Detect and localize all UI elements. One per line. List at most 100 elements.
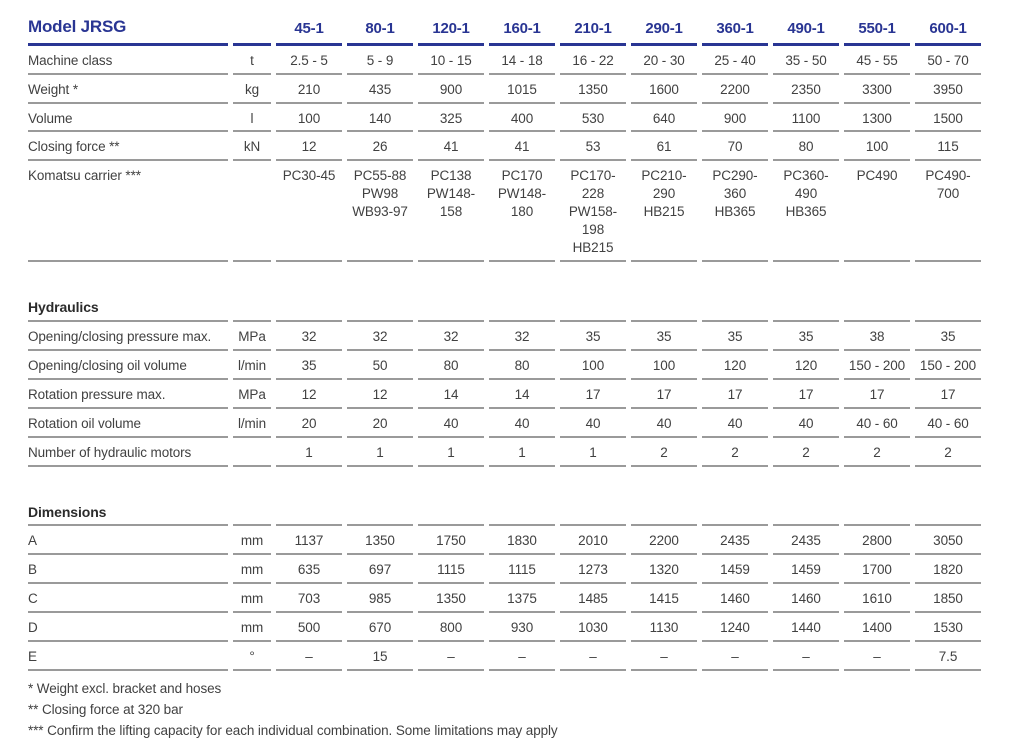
row-value: 697 bbox=[347, 555, 413, 585]
row-value: 1460 bbox=[773, 584, 839, 614]
row-value: 50 - 70 bbox=[915, 46, 981, 75]
row-value: 1700 bbox=[844, 555, 910, 585]
section-heading-cell bbox=[915, 497, 981, 527]
section-heading-cell bbox=[347, 292, 413, 322]
row-value: 14 - 18 bbox=[489, 46, 555, 75]
row-value: 40 bbox=[489, 409, 555, 438]
row-unit: MPa bbox=[233, 322, 271, 351]
row-value: 50 bbox=[347, 351, 413, 380]
row-label: Rotation oil volume bbox=[28, 409, 228, 438]
row-unit: mm bbox=[233, 613, 271, 642]
row-value: 35 bbox=[276, 351, 342, 380]
section-heading-cell bbox=[844, 497, 910, 527]
row-value: 2.5 - 5 bbox=[276, 46, 342, 75]
row-value: 1350 bbox=[560, 75, 626, 104]
row-value: 1459 bbox=[702, 555, 768, 585]
row-value: 100 bbox=[844, 132, 910, 162]
section-heading: Hydraulics bbox=[28, 292, 228, 322]
row-value: 100 bbox=[560, 351, 626, 380]
row-value: 2 bbox=[844, 438, 910, 467]
row-value: – bbox=[844, 642, 910, 671]
row-value: 40 bbox=[631, 409, 697, 438]
row-unit: kN bbox=[233, 132, 271, 162]
row-value: 80 bbox=[418, 351, 484, 380]
row-value: 1 bbox=[489, 438, 555, 467]
row-value: 1850 bbox=[915, 584, 981, 614]
row-label: B bbox=[28, 555, 228, 585]
row-value: 1350 bbox=[418, 584, 484, 614]
row-value: 435 bbox=[347, 75, 413, 104]
section-heading-cell bbox=[418, 292, 484, 322]
section-heading-cell bbox=[276, 292, 342, 322]
row-value: 7.5 bbox=[915, 642, 981, 671]
section-heading-cell bbox=[844, 292, 910, 322]
row-value: 1115 bbox=[489, 555, 555, 585]
row-value: 40 bbox=[418, 409, 484, 438]
row-value: 640 bbox=[631, 104, 697, 133]
row-value: 1350 bbox=[347, 526, 413, 556]
row-value: – bbox=[773, 642, 839, 671]
section-heading: Dimensions bbox=[28, 497, 228, 527]
spec-table: Model JRSG 45-1 80-1 120-1 160-1 210-1 290-1 36… bbox=[23, 12, 986, 671]
row-value: 14 bbox=[418, 380, 484, 409]
table-title: Model JRSG bbox=[28, 12, 228, 46]
row-label: Weight * bbox=[28, 75, 228, 104]
row-value: 1240 bbox=[702, 613, 768, 642]
row-value: 2010 bbox=[560, 526, 626, 556]
row-value: PC290-360 HB365 bbox=[702, 161, 768, 263]
table-row: Rotation oil volume l/min 20 20 40 40 40 40 40 40… bbox=[28, 409, 981, 438]
row-value: 1300 bbox=[844, 104, 910, 133]
row-label: C bbox=[28, 584, 228, 614]
row-value: 14 bbox=[489, 380, 555, 409]
row-value: 2200 bbox=[631, 526, 697, 556]
row-value: 100 bbox=[631, 351, 697, 380]
row-value: 5 - 9 bbox=[347, 46, 413, 75]
table-row: Volume l 100 140 325 400 530 640 900 1100 1300 1500 bbox=[28, 104, 981, 133]
section-heading-cell bbox=[631, 497, 697, 527]
section-heading-cell bbox=[631, 292, 697, 322]
row-value: 140 bbox=[347, 104, 413, 133]
row-label: D bbox=[28, 613, 228, 642]
row-value: 1500 bbox=[915, 104, 981, 133]
row-value: 1460 bbox=[702, 584, 768, 614]
section-heading-cell bbox=[489, 497, 555, 527]
column-header-80-1: 80-1 bbox=[347, 12, 413, 46]
row-value: PC490 bbox=[844, 161, 910, 263]
row-value: – bbox=[276, 642, 342, 671]
row-value: 32 bbox=[347, 322, 413, 351]
row-value: 1459 bbox=[773, 555, 839, 585]
row-value: 16 - 22 bbox=[560, 46, 626, 75]
section-heading-cell bbox=[560, 497, 626, 527]
row-value: 1273 bbox=[560, 555, 626, 585]
row-unit: l/min bbox=[233, 409, 271, 438]
row-value: 930 bbox=[489, 613, 555, 642]
row-value: 670 bbox=[347, 613, 413, 642]
row-value: 1130 bbox=[631, 613, 697, 642]
row-value: 3300 bbox=[844, 75, 910, 104]
section-heading-cell bbox=[702, 497, 768, 527]
row-unit: l/min bbox=[233, 351, 271, 380]
row-value: 40 bbox=[560, 409, 626, 438]
row-unit bbox=[233, 438, 271, 467]
section-heading-unit-cell bbox=[233, 497, 271, 527]
row-value: 20 bbox=[276, 409, 342, 438]
row-value: 53 bbox=[560, 132, 626, 162]
row-value: 45 - 55 bbox=[844, 46, 910, 75]
row-value: 10 - 15 bbox=[418, 46, 484, 75]
table-row: Opening/closing oil volume l/min 35 50 80 80 1… bbox=[28, 351, 981, 380]
row-unit: mm bbox=[233, 584, 271, 614]
row-value: 1750 bbox=[418, 526, 484, 556]
section-heading-cell bbox=[560, 292, 626, 322]
row-value: PC138 PW148-158 bbox=[418, 161, 484, 263]
section-spacer bbox=[28, 262, 981, 292]
row-value: 120 bbox=[773, 351, 839, 380]
row-value: PC30-45 bbox=[276, 161, 342, 263]
row-value: 210 bbox=[276, 75, 342, 104]
row-value: 1820 bbox=[915, 555, 981, 585]
row-value: 1015 bbox=[489, 75, 555, 104]
row-value: 2435 bbox=[702, 526, 768, 556]
